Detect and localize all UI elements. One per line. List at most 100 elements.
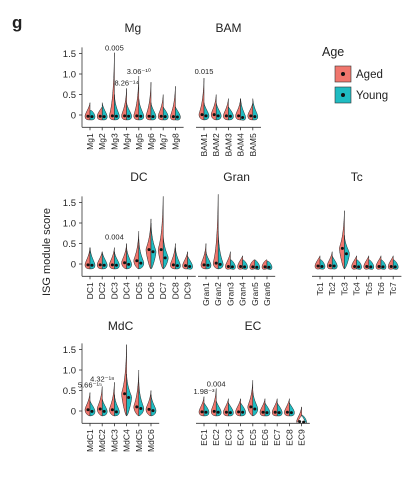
x-tick-label: MdC1: [85, 429, 95, 452]
violin-aged-mean-dot: [110, 263, 114, 267]
x-tick-label: Mg8: [170, 133, 180, 150]
violin-young-mean-dot: [302, 420, 306, 424]
y-tick-label: 0: [71, 407, 76, 418]
x-tick-label: EC2: [211, 429, 221, 446]
legend-title: Age: [322, 45, 344, 59]
x-tick-label: Mg4: [122, 133, 132, 150]
x-tick-label: Tc5: [364, 282, 374, 296]
violin-aged-mean-dot: [226, 264, 230, 268]
x-tick-label: MdC3: [109, 429, 119, 452]
x-tick-label: DC7: [158, 282, 168, 299]
violin-young: [203, 102, 210, 121]
violin-young-mean-dot: [228, 114, 232, 118]
violin-aged: [109, 382, 115, 417]
violin-aged-mean-dot: [184, 264, 188, 268]
x-tick-label: Tc1: [315, 282, 325, 296]
violin-aged: [84, 392, 91, 417]
violin-young-mean-dot: [277, 411, 281, 415]
violin-young: [89, 247, 96, 270]
violin-aged-mean-dot: [135, 259, 139, 263]
violin-aged-mean-dot: [86, 114, 90, 118]
x-tick-label: BAM1: [199, 133, 209, 156]
violin-aged-mean-dot: [261, 410, 265, 414]
x-tick-label: DC3: [109, 282, 119, 299]
violin-young-mean-dot: [139, 261, 143, 265]
violin-aged-mean-dot: [98, 114, 102, 118]
violin-young-mean-dot: [255, 265, 259, 269]
x-tick-label: DC2: [97, 282, 107, 299]
x-tick-label: EC9: [297, 429, 307, 446]
violin-aged: [121, 344, 127, 417]
x-tick-label: DC9: [183, 282, 193, 299]
violin-aged-mean-dot: [353, 264, 357, 268]
x-tick-label: EC5: [248, 429, 258, 446]
violin-aged: [200, 243, 207, 270]
x-tick-label: Gran2: [213, 282, 223, 306]
x-tick-label: BAM5: [248, 133, 258, 156]
violin-young-mean-dot: [241, 115, 245, 119]
violin-aged-mean-dot: [214, 261, 218, 265]
violin-aged-mean-dot: [237, 114, 241, 118]
violin-aged-mean-dot: [340, 246, 344, 250]
x-tick-label: BAM2: [211, 133, 221, 156]
y-tick-label: 0: [71, 260, 76, 271]
violin-young-mean-dot: [163, 115, 167, 119]
y-tick-label: 1.0: [63, 219, 76, 230]
violin-young-mean-dot: [289, 411, 293, 415]
y-tick-label: 0: [71, 111, 76, 122]
violin-aged-mean-dot: [316, 264, 320, 268]
x-tick-label: EC1: [199, 429, 209, 446]
p-value-annotation: 1.98⁻³: [193, 387, 215, 396]
violin-young: [114, 94, 120, 121]
violin-aged-mean-dot: [147, 407, 151, 411]
violin-young: [344, 235, 350, 270]
violin-young: [252, 390, 259, 417]
violin-young: [240, 98, 246, 121]
x-tick-label: BAM3: [223, 133, 233, 156]
violin-young: [89, 110, 96, 121]
violin-aged-mean-dot: [86, 408, 90, 412]
x-tick-label: Gran6: [262, 282, 272, 306]
y-tick-label: 0.5: [63, 90, 76, 101]
violin-young-mean-dot: [204, 410, 208, 414]
violin-aged: [109, 52, 115, 121]
violin-young-mean-dot: [228, 411, 232, 415]
p-value-annotation: 4.32⁻¹⁸: [90, 374, 114, 383]
violin-young-mean-dot: [127, 262, 131, 266]
legend-key-dot: [341, 93, 345, 97]
violin-young-mean-dot: [369, 265, 373, 269]
violin-aged: [212, 194, 219, 270]
violin-aged-mean-dot: [110, 114, 114, 118]
x-tick-label: Gran1: [201, 282, 211, 306]
violin-aged: [145, 218, 152, 270]
violin-young-mean-dot: [216, 410, 220, 414]
violin-aged: [210, 94, 217, 121]
x-tick-label: Mg1: [85, 133, 95, 150]
x-tick-label: DC6: [146, 282, 156, 299]
violin-young-mean-dot: [102, 263, 106, 267]
violin-young-mean-dot: [188, 264, 192, 268]
violin-aged-mean-dot: [249, 405, 253, 409]
violin-aged: [170, 243, 176, 270]
violin-young-mean-dot: [332, 264, 336, 268]
violin-aged-mean-dot: [98, 263, 102, 267]
violin-panel-ec: EC EC1 EC2 EC3 EC4 EC5 EC6 EC7 EC8 EC9 1.98⁻³0.004: [193, 319, 310, 446]
violin-young-mean-dot: [243, 265, 247, 269]
violin-young-mean-dot: [151, 250, 155, 254]
x-tick-label: EC6: [260, 429, 270, 446]
violin-aged: [96, 386, 103, 417]
violin-young: [138, 98, 145, 121]
violin-aged-mean-dot: [389, 264, 393, 268]
y-tick-label: 0.5: [63, 386, 76, 397]
violin-young-mean-dot: [381, 265, 385, 269]
violin-young-mean-dot: [151, 409, 155, 413]
violin-aged-mean-dot: [298, 420, 302, 424]
p-value-annotation: 8.26⁻¹⁴: [114, 78, 138, 87]
violin-young-mean-dot: [90, 263, 94, 267]
violin-young: [217, 231, 224, 270]
violin-aged-mean-dot: [224, 114, 228, 118]
violin-young-mean-dot: [90, 409, 94, 413]
violin-aged-mean-dot: [263, 265, 267, 269]
y-tick-label: 1.0: [63, 70, 76, 81]
x-tick-label: Gran5: [250, 282, 260, 306]
